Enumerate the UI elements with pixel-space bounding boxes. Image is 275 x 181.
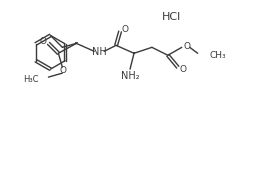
Text: H₃C: H₃C	[23, 75, 38, 84]
Text: NH₂: NH₂	[121, 71, 139, 81]
Text: O: O	[183, 42, 190, 51]
Text: HCl: HCl	[162, 12, 182, 22]
Text: O: O	[40, 37, 47, 46]
Text: O: O	[60, 66, 67, 75]
Text: O: O	[179, 65, 186, 74]
Text: O: O	[122, 25, 129, 34]
Text: CH₃: CH₃	[210, 51, 226, 60]
Text: NH: NH	[92, 47, 107, 57]
